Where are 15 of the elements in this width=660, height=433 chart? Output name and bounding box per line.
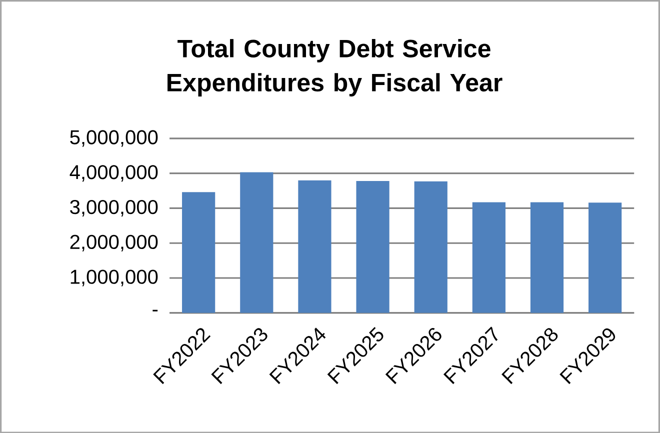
bar [182,192,216,313]
chart-title: Total County Debt Service Expenditures by Fiscal Year [168,38,502,96]
bar [240,172,274,313]
y-tick-label: 2,000,000 [70,234,158,252]
bar [472,202,506,313]
y-tick-label: 3,000,000 [70,200,158,216]
y-tick-label: 1,000,000 [70,270,158,286]
bar [530,202,564,313]
y-tick-label: - [152,310,158,312]
bar [298,180,332,313]
bar [588,202,622,313]
y-tick-label: 5,000,000 [70,130,158,147]
bar [356,180,390,313]
y-tick-label: 4,000,000 [70,164,158,182]
bar [414,181,448,313]
